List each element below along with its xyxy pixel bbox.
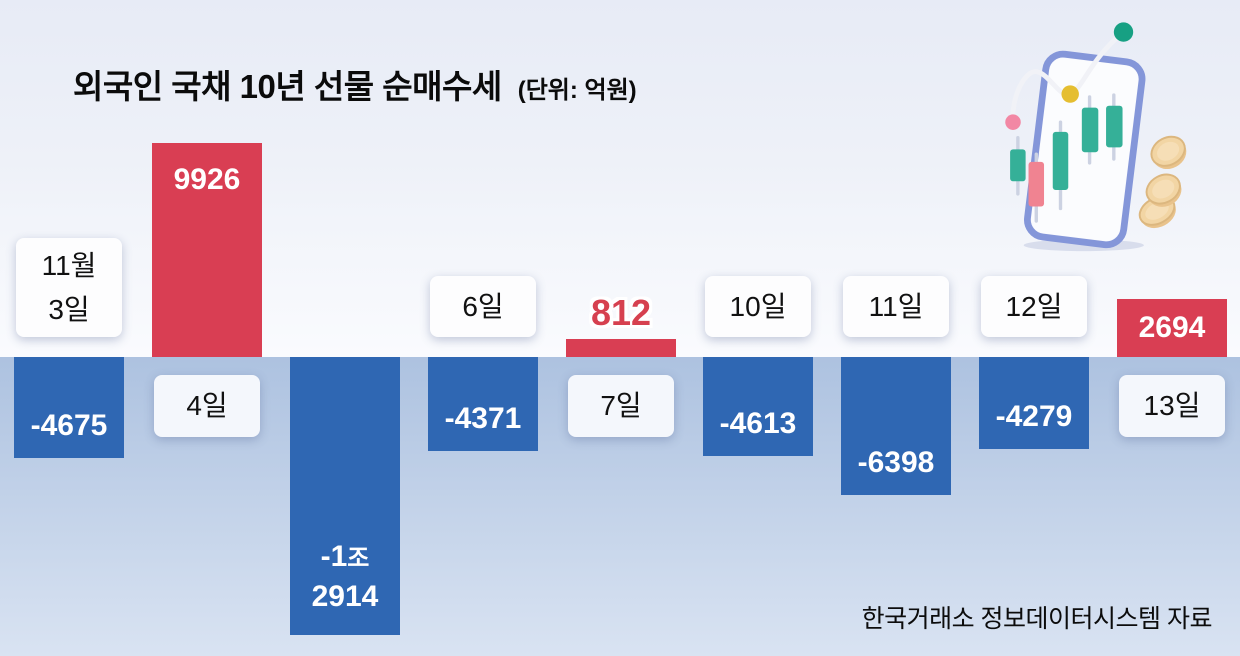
date-label: 7일	[568, 375, 674, 437]
bar-9: 2694	[1117, 299, 1227, 357]
unit-note: (단위: 억원)	[517, 77, 637, 104]
trend-dot-teal-icon	[1113, 22, 1134, 42]
bar-8: -4279	[979, 357, 1089, 449]
source-credit: 한국거래소 정보데이터시스템 자료	[861, 605, 1213, 633]
bar-1: -4675	[14, 357, 124, 458]
bar-value-label: 9926	[173, 163, 241, 196]
trillion-unit-suffix: 조	[347, 545, 370, 572]
bar-value-label: -4279	[995, 400, 1073, 433]
coins-icon	[1138, 135, 1187, 229]
header: 외국인 국채 10년 선물 순매수세 (단위: 억원)	[73, 60, 637, 108]
bar-value-label: 812	[590, 292, 652, 333]
bar-value-label: -4675	[30, 409, 108, 442]
bar-3: -1조 2914	[290, 357, 400, 635]
candlestick-chart-icon	[1010, 93, 1123, 223]
page-title: 외국인 국채 10년 선물 순매수세	[73, 68, 502, 105]
candle-pink-icon	[1028, 161, 1045, 207]
date-label: 4일	[154, 375, 260, 437]
bar-2: 9926	[152, 143, 262, 357]
date-label: 11일	[843, 276, 949, 337]
bar-value-label: -6398	[857, 446, 935, 479]
candle-teal-icon	[1106, 105, 1123, 148]
candle-teal-icon	[1081, 107, 1099, 153]
date-label: 6일	[430, 276, 536, 337]
phone-chart-illustration	[1005, 22, 1187, 252]
date-label: 11월 3일	[16, 238, 122, 337]
trend-line	[1010, 29, 1126, 125]
bar-5	[566, 339, 676, 357]
trend-dot-pink-icon	[1005, 114, 1021, 130]
candle-teal-icon	[1010, 149, 1026, 182]
bar-7: -6398	[841, 357, 951, 495]
trend-dot-yellow-icon	[1061, 85, 1079, 103]
bar-value-label: -4613	[719, 407, 797, 440]
date-label: 10일	[705, 276, 811, 337]
bar-value-label: -1조 2914	[311, 540, 379, 613]
date-label: 12일	[981, 276, 1087, 337]
bar-value-label: -4371	[444, 402, 522, 435]
bar-4: -4371	[428, 357, 538, 451]
candle-teal-icon	[1052, 131, 1069, 191]
date-label: 13일	[1119, 375, 1225, 437]
bar-6: -4613	[703, 357, 813, 456]
bar-value-label: 2694	[1138, 311, 1206, 344]
